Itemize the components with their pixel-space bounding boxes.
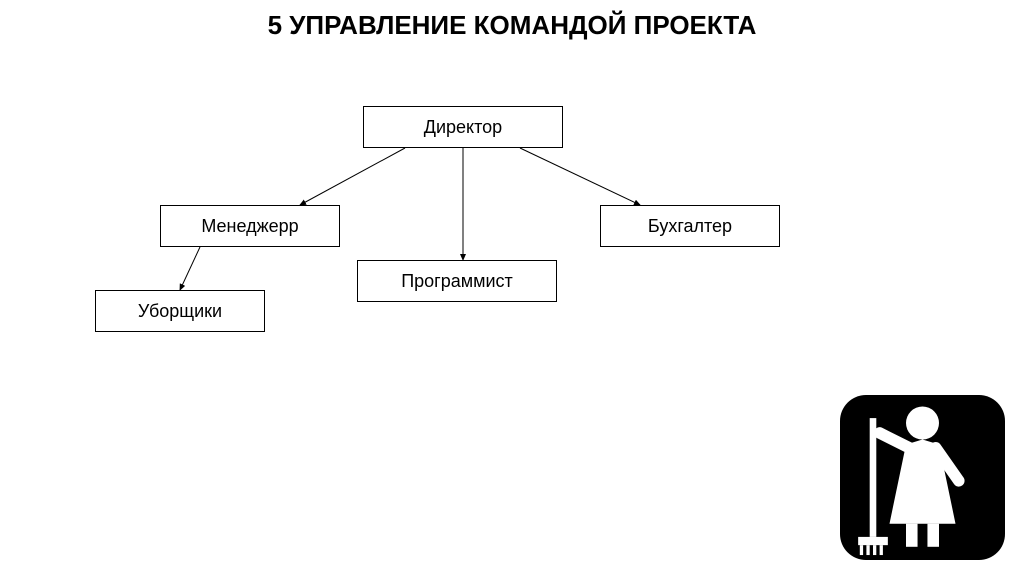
page-title: 5 УПРАВЛЕНИЕ КОМАНДОЙ ПРОЕКТА xyxy=(0,10,1024,41)
node-manager: Менеджерр xyxy=(160,205,340,247)
edge-manager-cleaners xyxy=(180,247,200,290)
node-cleaners: Уборщики xyxy=(95,290,265,332)
node-programmer: Программист xyxy=(357,260,557,302)
edge-director-manager xyxy=(300,148,405,205)
cleaner-icon xyxy=(840,395,1005,560)
edge-director-accountant xyxy=(520,148,640,205)
node-accountant: Бухгалтер xyxy=(600,205,780,247)
node-director: Директор xyxy=(363,106,563,148)
